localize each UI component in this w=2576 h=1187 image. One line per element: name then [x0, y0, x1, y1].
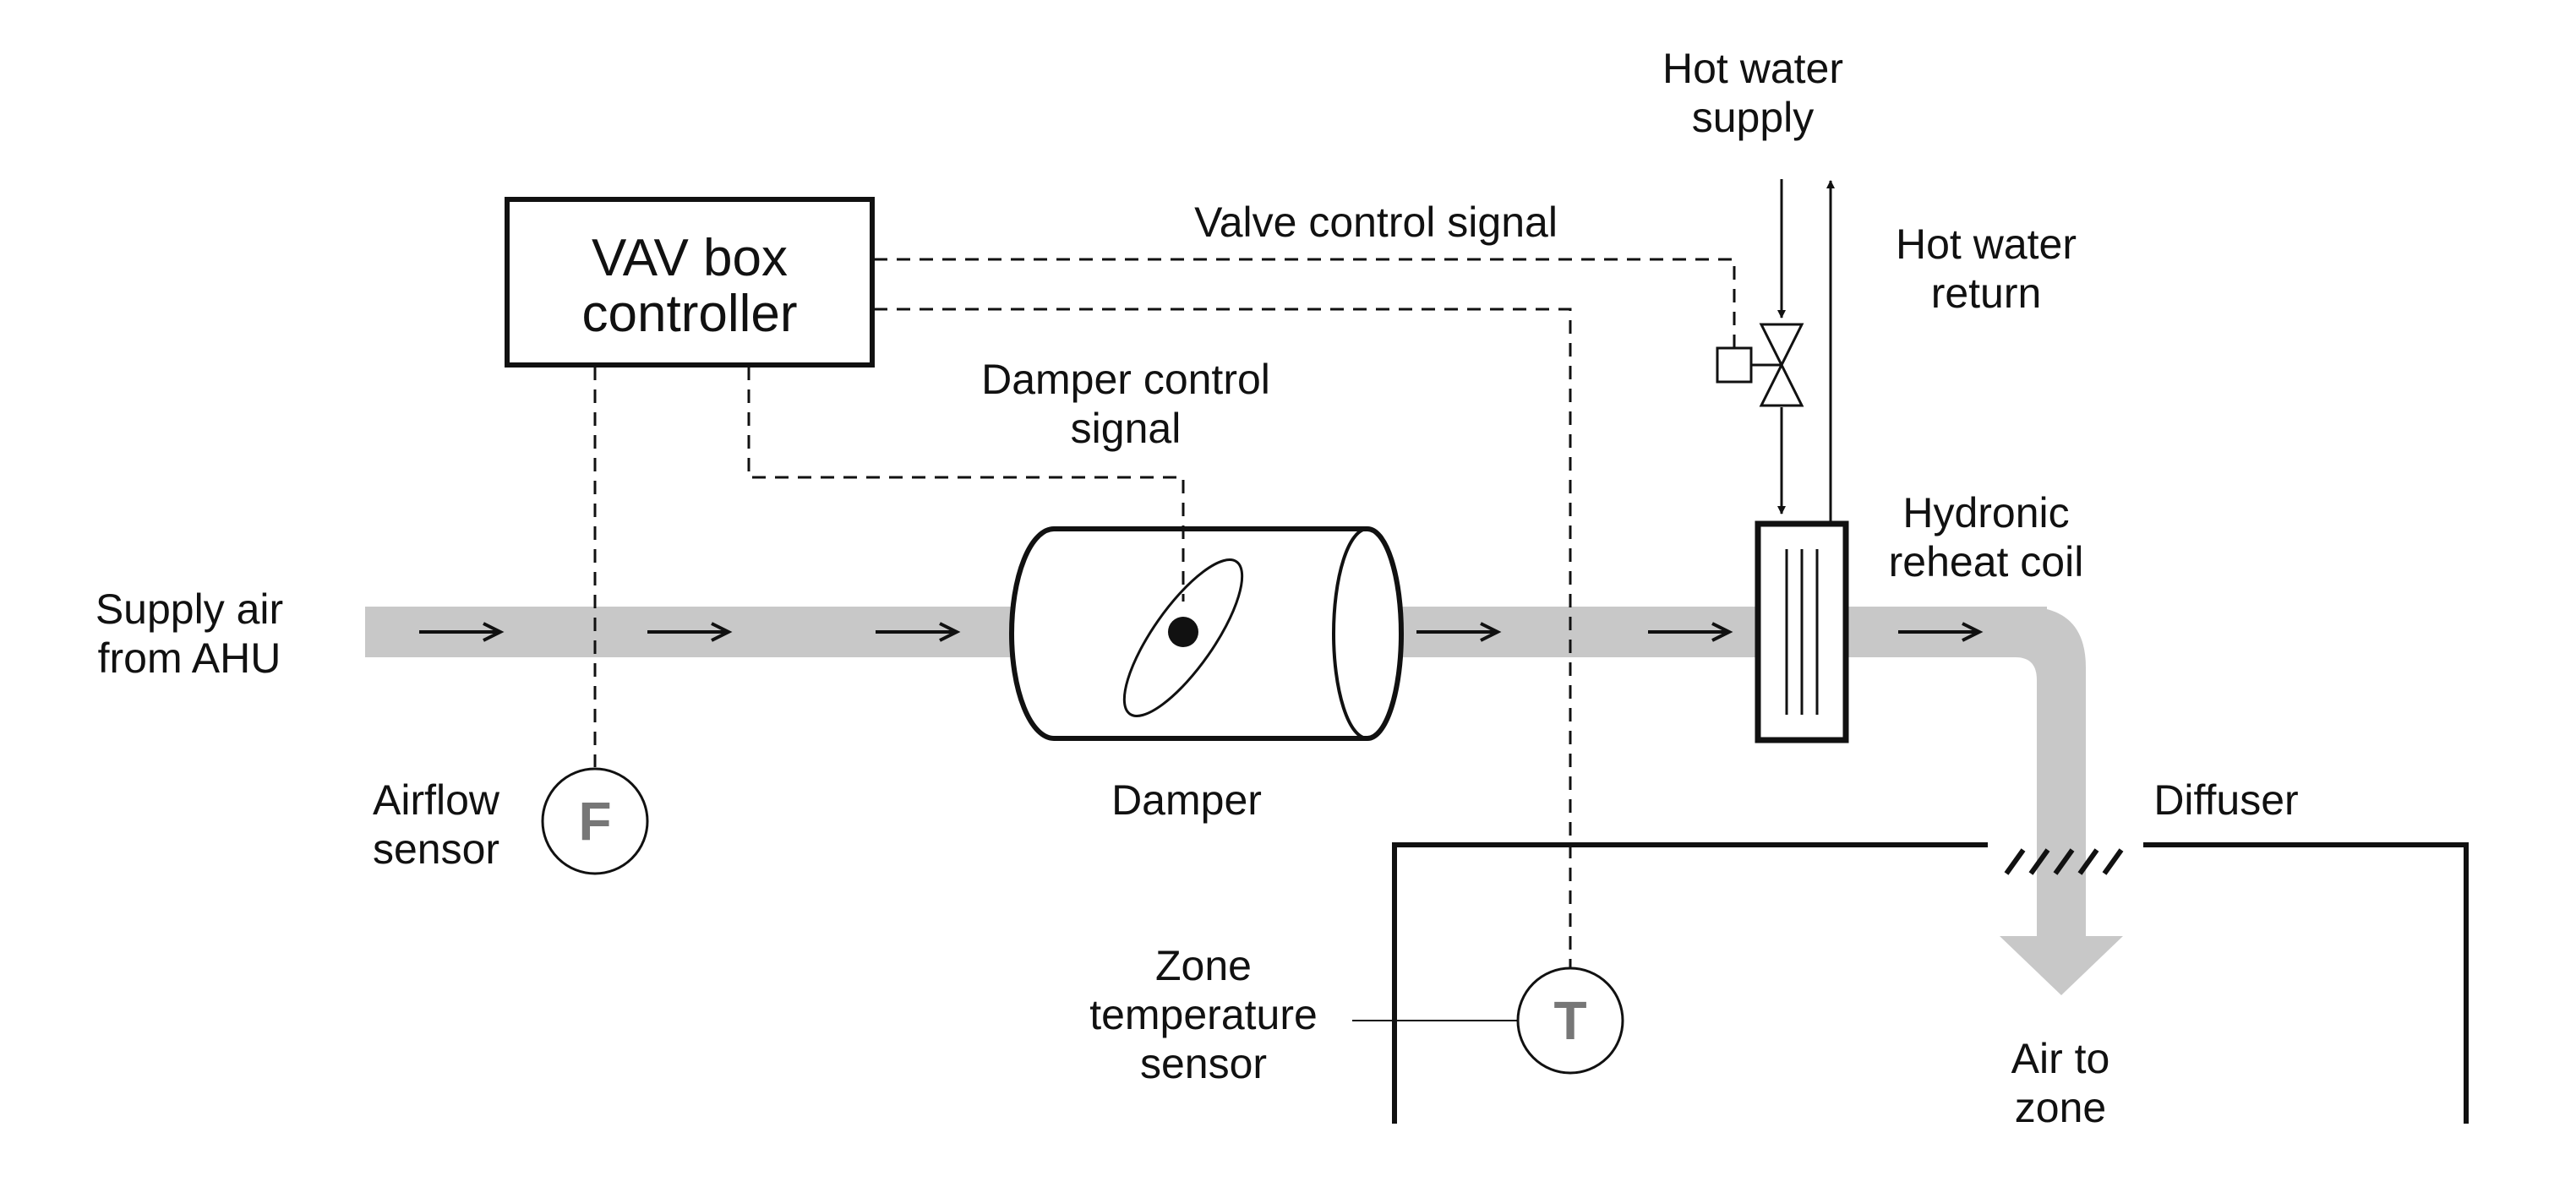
supply-air-label: Supply air from AHU [96, 585, 283, 682]
hot-water-piping [1777, 179, 1835, 522]
control-valve-icon [1759, 323, 1804, 407]
controller-label: VAV box controller [582, 229, 798, 343]
airflow-sensor-label-line-2: sensor [373, 825, 499, 873]
reheat-coil [1755, 520, 1849, 743]
hot-water-supply-label-line-2: supply [1692, 94, 1815, 141]
damper-signal-label-line-2: signal [1071, 405, 1182, 452]
hot-water-return-label-line-1: Hot water [1896, 221, 2077, 268]
zone-temperature-sensor: T [1352, 966, 1624, 1075]
valve-actuator-icon [1716, 346, 1782, 384]
vav-box-controller [505, 197, 875, 368]
supply-air-label-line-2: from AHU [98, 634, 281, 682]
air-to-zone-label: Air to zone [2011, 1035, 2110, 1131]
flow-arrow-icon [876, 622, 961, 642]
damper-signal-label-line-1: Damper control [981, 356, 1270, 403]
damper [1009, 526, 1404, 741]
damper-control-signal-line [747, 367, 1185, 602]
flow-arrow-icon [1416, 622, 1502, 642]
damper-blade-icon [1122, 558, 1244, 717]
reheat-coil-label-line-2: reheat coil [1889, 538, 2084, 585]
diffuser-grille-icon [2004, 848, 2124, 875]
airflow-sensor-label-line-1: Airflow [373, 776, 500, 824]
hot-water-supply-label-line-1: Hot water [1662, 45, 1843, 92]
zone-temp-sensor-label-line-1: Zone [1155, 942, 1252, 989]
hot-water-return-label-line-2: return [1931, 270, 2042, 317]
air-to-zone-label-line-2: zone [2015, 1084, 2106, 1131]
controller-label-line-1: VAV box [592, 229, 788, 287]
controller-label-line-2: controller [582, 285, 798, 343]
airflow-sensor: F [541, 767, 649, 875]
flow-arrow-icon [419, 622, 505, 642]
supply-air-label-line-1: Supply air [96, 585, 283, 633]
air-to-zone-label-line-1: Air to [2011, 1035, 2110, 1082]
zone-temp-sensor-label-line-2: temperature [1089, 991, 1318, 1038]
airflow-sensor-letter: F [578, 791, 611, 852]
flow-arrows [419, 622, 1984, 642]
zone-temp-sensor-label: Zone temperature sensor [1089, 942, 1318, 1087]
zone-temp-sensor-letter: T [1553, 990, 1586, 1051]
diffuser-label: Diffuser [2153, 776, 2298, 824]
flow-arrow-icon [1648, 622, 1733, 642]
hot-water-supply-label: Hot water supply [1662, 45, 1843, 141]
valve-signal-label: Valve control signal [1194, 199, 1558, 246]
flow-arrow-icon [647, 622, 733, 642]
zone-temp-sensor-label-line-3: sensor [1140, 1040, 1267, 1087]
reheat-coil-label: Hydronic reheat coil [1889, 489, 2084, 585]
valve-control-signal-line [874, 258, 1736, 348]
zone-temp-signal-line [874, 308, 1572, 973]
reheat-coil-label-line-1: Hydronic [1902, 489, 2069, 536]
hot-water-return-label: Hot water return [1896, 221, 2077, 317]
damper-label: Damper [1111, 776, 1262, 824]
zone-enclosure [1392, 842, 2469, 1124]
flow-arrow-icon [1898, 622, 1984, 642]
damper-signal-label: Damper control signal [981, 356, 1270, 452]
airflow-sensor-label: Airflow sensor [373, 776, 500, 873]
